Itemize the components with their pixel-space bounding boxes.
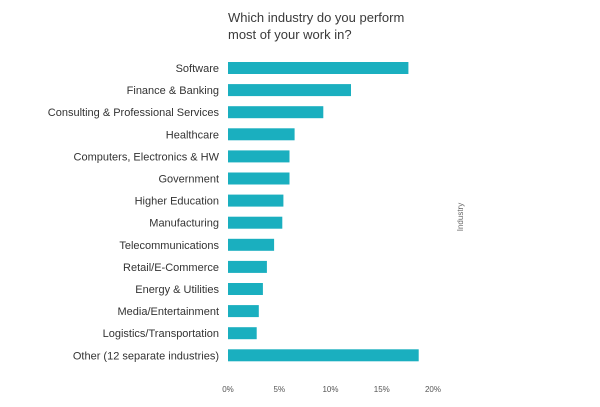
bar-3 bbox=[228, 128, 295, 141]
bar-9 bbox=[228, 260, 267, 273]
category-label-6: Higher Education bbox=[135, 196, 219, 208]
x-tick-label-1: 5% bbox=[274, 385, 286, 394]
bar-4 bbox=[228, 150, 290, 163]
bar-6 bbox=[228, 194, 284, 207]
category-label-11: Media/Entertainment bbox=[118, 306, 220, 318]
category-label-9: Retail/E-Commerce bbox=[123, 262, 219, 274]
bar-1 bbox=[228, 84, 351, 97]
legend-label-industry: Industry bbox=[456, 203, 465, 231]
bar-8 bbox=[228, 238, 275, 251]
bar-12 bbox=[228, 327, 257, 340]
x-tick-label-2: 10% bbox=[322, 385, 338, 394]
category-label-2: Consulting & Professional Services bbox=[48, 107, 220, 119]
category-label-5: Government bbox=[158, 174, 219, 186]
bar-0 bbox=[228, 62, 409, 74]
bar-5 bbox=[228, 172, 290, 185]
x-tick-label-0: 0% bbox=[222, 385, 234, 394]
category-label-13: Other (12 separate industries) bbox=[73, 350, 219, 362]
category-label-4: Computers, Electronics & HW bbox=[74, 151, 220, 163]
category-label-8: Telecommunications bbox=[119, 240, 219, 252]
category-label-10: Energy & Utilities bbox=[135, 284, 219, 296]
bar-11 bbox=[228, 305, 259, 318]
bars-group bbox=[228, 62, 419, 362]
category-label-3: Healthcare bbox=[166, 129, 219, 141]
category-label-7: Manufacturing bbox=[149, 218, 219, 230]
x-tick-labels-group: 0% 5% 10% 15% 20% bbox=[222, 385, 441, 394]
category-label-0: Software bbox=[176, 63, 219, 75]
x-tick-label-4: 20% bbox=[425, 385, 441, 394]
category-label-12: Logistics/Transportation bbox=[103, 328, 219, 340]
bar-2 bbox=[228, 106, 324, 119]
bar-7 bbox=[228, 216, 283, 229]
bar-10 bbox=[228, 283, 263, 295]
x-tick-label-3: 15% bbox=[374, 385, 390, 394]
category-labels-group: Software Finance & Banking Consulting & Pr… bbox=[48, 63, 220, 362]
category-label-1: Finance & Banking bbox=[127, 85, 219, 97]
bar-13 bbox=[228, 349, 419, 362]
chart-title-line-1: Which industry do you perform bbox=[228, 10, 404, 25]
chart-title-line-2: most of your work in? bbox=[228, 27, 352, 42]
